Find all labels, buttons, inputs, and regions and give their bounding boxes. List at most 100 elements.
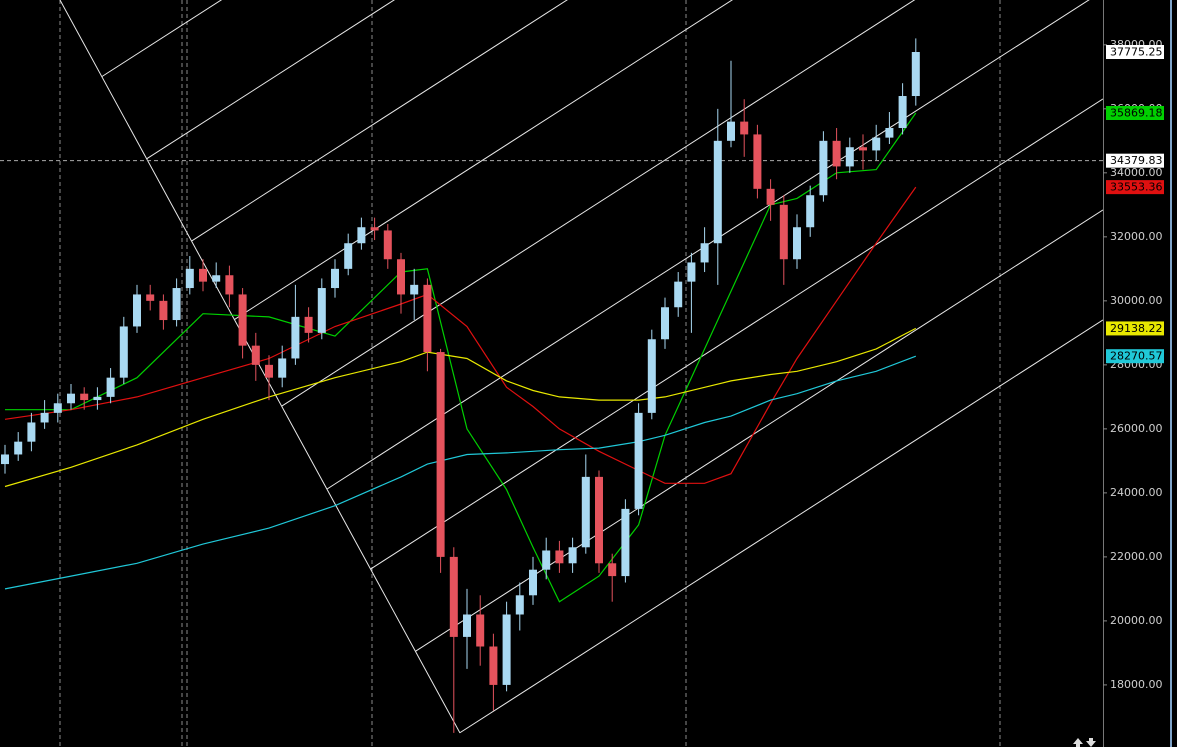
candle-body [119, 326, 128, 378]
candle-body [317, 288, 326, 333]
candle-body [661, 307, 669, 340]
candle-body [40, 412, 49, 423]
scroll-up[interactable] [1073, 738, 1083, 747]
y-tick-label: 26000.00 [1110, 422, 1163, 435]
y-tick-label: 30000.00 [1110, 294, 1163, 307]
candle-body [713, 140, 722, 244]
candle-body [449, 556, 458, 637]
candle-body [819, 140, 828, 196]
price-tag-label: 34379.83 [1110, 154, 1163, 167]
candle-body [845, 147, 854, 167]
candle-body [185, 268, 194, 289]
candle-body [423, 284, 432, 353]
price-tag [1106, 321, 1164, 336]
candle-body [357, 227, 366, 244]
y-tick-label: 22000.00 [1110, 550, 1163, 563]
price-tag-label: 35869.18 [1110, 107, 1163, 120]
y-tick-label: 20000.00 [1110, 614, 1163, 627]
candle-body [199, 268, 207, 282]
candle-body [225, 275, 234, 295]
price-tag-label: 37775.25 [1110, 46, 1163, 59]
candle-body [581, 476, 590, 548]
candle-body [14, 441, 23, 455]
candle-body [727, 121, 735, 141]
candle-body [911, 52, 920, 97]
candle-body [489, 646, 498, 685]
candle-body [133, 294, 141, 327]
price-tag [1106, 153, 1164, 168]
y-tick-label: 32000.00 [1110, 230, 1163, 243]
candle-body [608, 563, 617, 577]
y-tick-label: 34000.00 [1110, 166, 1163, 179]
candle-body [331, 268, 339, 289]
candle-body [529, 569, 537, 596]
candle-body [885, 128, 894, 138]
candle-body [700, 243, 709, 263]
price-tag-label: 33553.36 [1110, 181, 1163, 194]
channel-line [234, 0, 734, 320]
candle-body [53, 403, 62, 413]
y-tick-label: 24000.00 [1110, 486, 1163, 499]
scroll-arrows[interactable] [1073, 738, 1096, 747]
price-tag [1106, 180, 1164, 195]
candle-body [172, 288, 181, 321]
candle-body [859, 147, 867, 151]
moving-average-line [4, 327, 917, 488]
candle-body [397, 259, 405, 295]
price-tag [1106, 106, 1164, 121]
candle-body [238, 294, 247, 346]
candle-body [476, 614, 485, 647]
candle-body [159, 300, 168, 321]
candle-body [647, 339, 656, 413]
candle-body [634, 412, 643, 509]
candle-body [872, 137, 881, 151]
price-tag-label: 29138.22 [1110, 322, 1163, 335]
candle-body [383, 230, 392, 260]
candle-body [370, 227, 379, 231]
y-tick-label: 18000.00 [1110, 678, 1163, 691]
candle-body [212, 275, 221, 282]
candle-body [265, 364, 273, 378]
candle-body [621, 508, 630, 577]
channel-line [281, 0, 916, 407]
time-grid [59, 0, 1001, 747]
candle-body [568, 547, 577, 564]
candle-body [291, 316, 300, 359]
candle-body [344, 243, 353, 269]
candle-body [436, 352, 445, 557]
candle-body [555, 550, 564, 564]
candle-body [410, 284, 419, 295]
channel-line [459, 319, 1103, 734]
candle-body [67, 393, 75, 404]
price-axis: 18000.00 20000.00 22000.00 24000.00 26000.00… [1103, 38, 1164, 691]
candle-body [146, 294, 155, 301]
candle-body [766, 188, 775, 205]
candle-body [1, 454, 9, 465]
candle-body [542, 550, 551, 570]
candle-body [806, 195, 815, 228]
candle-body [515, 595, 524, 615]
candle-body [251, 345, 260, 365]
candle-body [674, 281, 683, 308]
price-tag [1106, 45, 1164, 60]
candle-body [779, 204, 788, 260]
candle-body [793, 227, 801, 260]
candle-body [27, 422, 36, 442]
plot-area [0, 38, 1103, 733]
candle-body [753, 134, 762, 189]
trend-line [59, 0, 461, 734]
candle-body [595, 476, 603, 564]
candle-body [80, 393, 89, 401]
channel-line [191, 0, 568, 242]
price-tag-label: 28270.57 [1110, 350, 1163, 363]
candle-body [304, 316, 313, 333]
candle-body [502, 614, 511, 685]
channel-line [370, 98, 1103, 570]
scroll-down[interactable] [1086, 738, 1096, 747]
candle-body [687, 262, 696, 282]
candle-body [278, 358, 287, 378]
channel-line [146, 0, 396, 160]
candle-body [93, 396, 102, 401]
